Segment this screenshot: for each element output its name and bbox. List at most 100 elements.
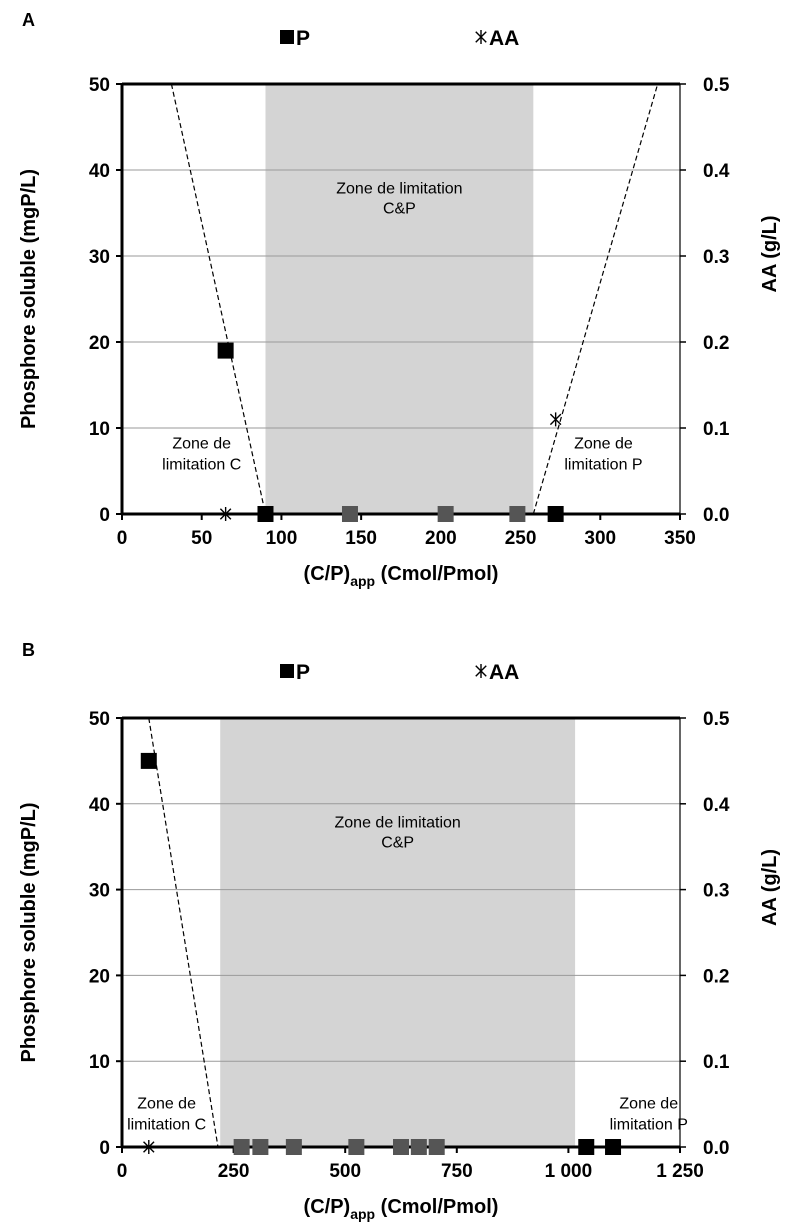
data-point-p: [578, 1139, 595, 1155]
x-axis-label-sub: app: [350, 573, 375, 589]
data-point-aa: [143, 1140, 155, 1154]
x-axis-label: (C/P)app (Cmol/Pmol): [304, 563, 499, 589]
asterisk-stroke: [475, 665, 487, 677]
y-left-tick-label: 10: [89, 1052, 110, 1073]
zone-label-p: Zone de: [574, 436, 633, 453]
chart-panel-b: B P AA Zone de limitation C&P Zone de limitati…: [18, 640, 781, 1222]
data-point-p: [605, 1139, 622, 1155]
trend-line-dashed: [532, 83, 659, 515]
data-point-p: [428, 1139, 445, 1155]
x-axis-label-main: (C/P): [304, 563, 351, 585]
x-tick-label: 50: [191, 528, 212, 549]
asterisk-stroke: [475, 31, 487, 43]
y-right-tick-label: 0.0: [703, 505, 729, 526]
x-tick-label: 500: [329, 1161, 361, 1182]
panel-label: B: [22, 640, 35, 660]
y-left-tick-label: 20: [89, 966, 110, 987]
x-tick-label: 1 250: [656, 1161, 704, 1182]
data-point-p: [233, 1139, 250, 1155]
y-right-tick-label: 0.3: [703, 881, 729, 902]
legend: P AA: [280, 27, 519, 50]
data-point-p: [217, 342, 234, 359]
shaded-zone: [220, 718, 576, 1147]
data-point-p: [437, 506, 454, 522]
shaded-zone: [265, 84, 534, 514]
zone-label-cp: C&P: [383, 201, 416, 218]
legend-marker-p: [280, 664, 294, 678]
chart-panel-a: A P AA Zone de limitation C&P Zone de limitati…: [18, 10, 781, 589]
data-point-aa: [219, 507, 232, 521]
y-left-tick-label: 20: [89, 333, 110, 354]
data-point-p: [393, 1139, 409, 1155]
zone-label-c: Zone de: [172, 436, 231, 453]
y-left-tick-label: 10: [89, 419, 110, 440]
x-tick-label: 0: [117, 1161, 128, 1182]
panel-label: A: [22, 10, 35, 30]
y-right-tick-label: 0.4: [703, 795, 730, 816]
y-left-tick-label: 40: [89, 161, 110, 182]
data-point-p: [509, 506, 526, 522]
legend-label-p: P: [296, 661, 310, 684]
y-right-tick-label: 0.3: [703, 247, 729, 268]
data-point-p: [348, 1139, 365, 1155]
zone-label-p: Zone de: [619, 1095, 678, 1112]
x-tick-label: 350: [664, 528, 696, 549]
x-tick-label: 300: [584, 528, 616, 549]
x-tick-label: 250: [218, 1161, 250, 1182]
legend-marker-aa: [475, 30, 487, 44]
zone-label-c: limitation C: [162, 457, 241, 474]
data-point-p: [410, 1139, 427, 1155]
legend-marker-aa: [475, 664, 487, 678]
x-axis-label-main: (C/P): [304, 1196, 351, 1218]
y-left-tick-label: 30: [89, 247, 110, 268]
zone-label-cp: C&P: [381, 834, 414, 851]
x-axis-label-sub: app: [350, 1206, 375, 1222]
zone-label-p: limitation P: [610, 1116, 688, 1133]
y-left-axis-label: Phosphore soluble (mgP/L): [18, 802, 40, 1062]
x-tick-label: 0: [117, 528, 128, 549]
legend-label-aa: AA: [489, 27, 519, 50]
x-tick-label: 1 000: [545, 1161, 593, 1182]
y-left-tick-label: 30: [89, 881, 110, 902]
y-right-tick-label: 0.4: [703, 161, 730, 182]
x-axis-label: (C/P)app (Cmol/Pmol): [304, 1196, 499, 1222]
zone-label-p: limitation P: [564, 457, 642, 474]
y-right-tick-label: 0.1: [703, 1052, 730, 1073]
y-left-tick-label: 50: [89, 709, 110, 730]
y-right-axis-label: AA (g/L): [759, 215, 781, 292]
y-right-tick-label: 0.5: [703, 75, 730, 96]
asterisk-stroke: [549, 413, 562, 426]
data-point-p: [547, 506, 564, 522]
y-right-tick-label: 0.1: [703, 419, 730, 440]
legend-marker-p: [280, 30, 294, 44]
y-right-axis-label: AA (g/L): [759, 849, 781, 926]
trend-line-dashed: [170, 83, 267, 515]
y-left-axis-label: Phosphore soluble (mgP/L): [18, 169, 40, 429]
zone-label-cp: Zone de limitation: [336, 181, 462, 198]
zone-label-cp: Zone de limitation: [335, 814, 461, 831]
data-point-p: [285, 1139, 302, 1155]
data-point-p: [257, 506, 274, 522]
x-tick-label: 200: [425, 528, 457, 549]
zone-label-c: Zone de: [137, 1095, 196, 1112]
x-tick-label: 150: [345, 528, 377, 549]
legend-label-p: P: [296, 27, 310, 50]
legend-label-aa: AA: [489, 661, 519, 684]
trend-line-dashed: [148, 717, 219, 1148]
y-left-tick-label: 50: [89, 75, 110, 96]
y-left-tick-label: 0: [99, 1138, 110, 1159]
x-axis-label-unit: (Cmol/Pmol): [375, 1196, 498, 1218]
legend: P AA: [280, 661, 519, 684]
x-tick-label: 100: [266, 528, 298, 549]
data-point-p: [140, 752, 157, 769]
data-point-aa: [549, 412, 562, 427]
asterisk-stroke: [219, 508, 232, 520]
x-tick-label: 250: [505, 528, 537, 549]
y-left-tick-label: 0: [99, 505, 110, 526]
asterisk-stroke: [143, 1141, 155, 1153]
data-point-p: [341, 506, 358, 522]
y-left-tick-label: 40: [89, 795, 110, 816]
x-tick-label: 750: [441, 1161, 473, 1182]
data-point-p: [252, 1139, 269, 1155]
